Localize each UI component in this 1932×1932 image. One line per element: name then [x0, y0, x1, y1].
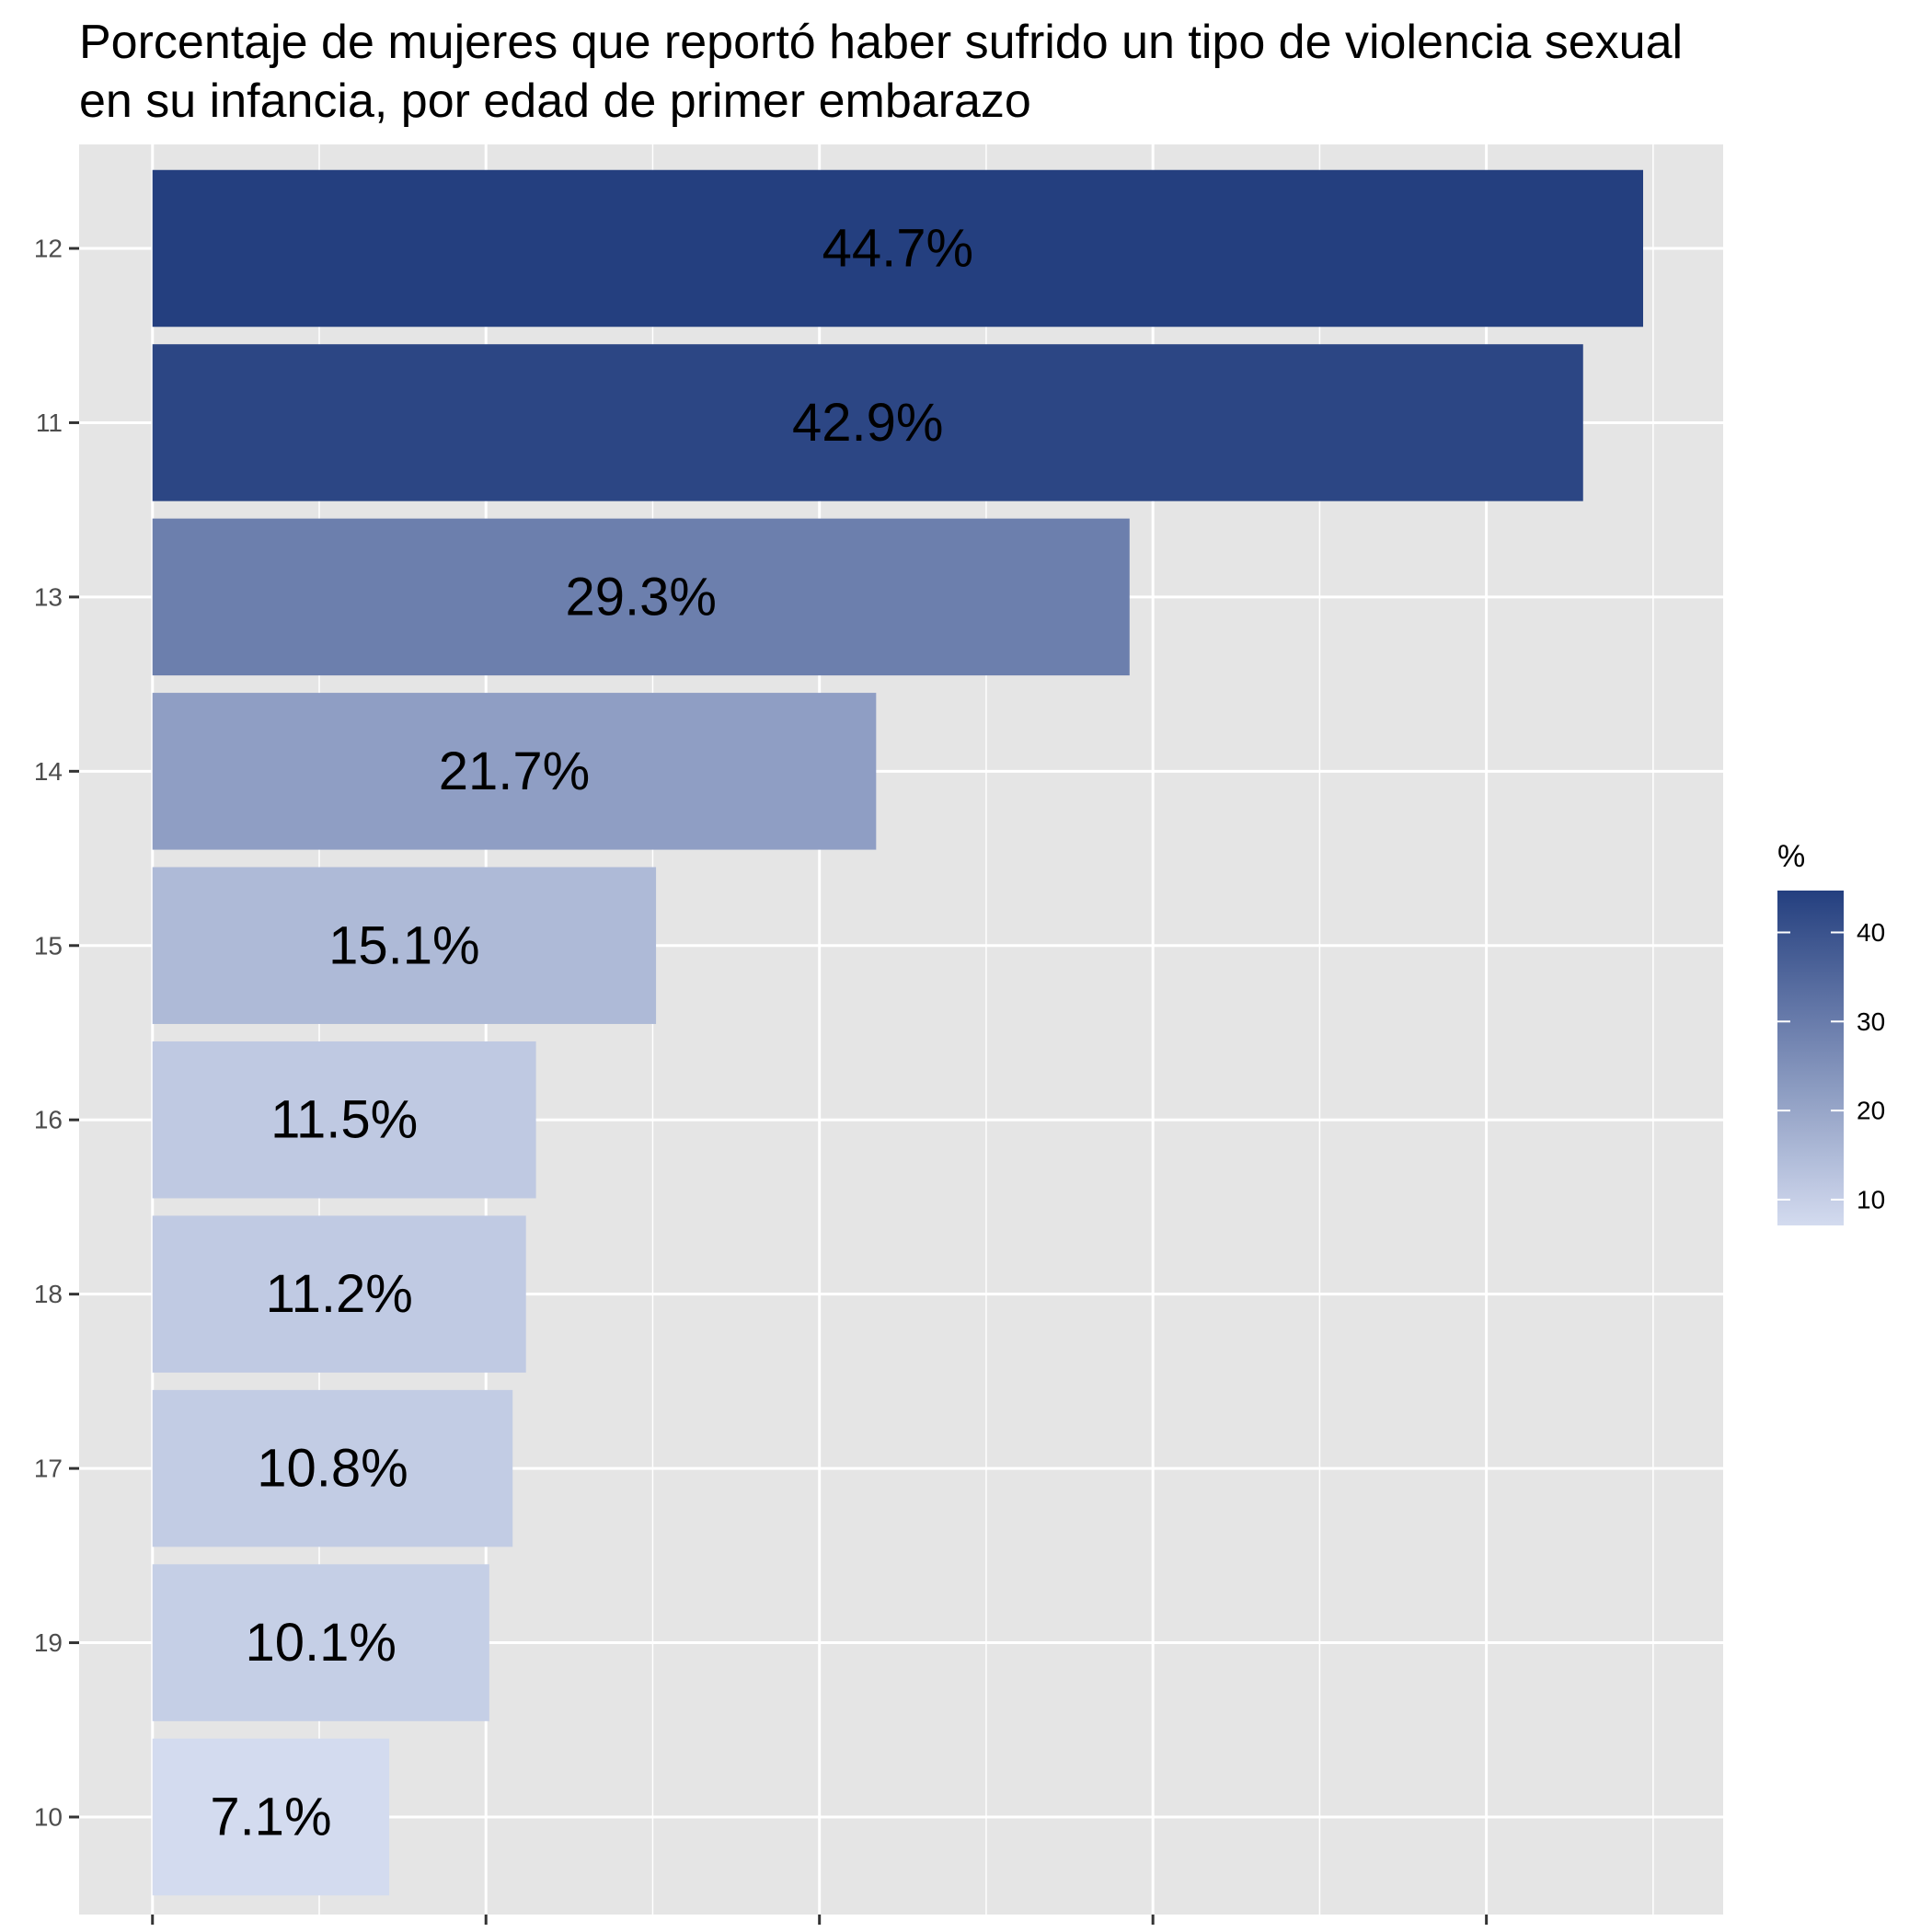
- bar-value-label: 21.7%: [439, 742, 590, 801]
- bar-value-label: 10.8%: [257, 1439, 408, 1499]
- bar-value-label: 11.5%: [270, 1090, 418, 1150]
- y-tick-label: 15: [34, 931, 63, 960]
- bar-value-label: 11.2%: [266, 1264, 413, 1324]
- bar-value-label: 29.3%: [566, 567, 717, 627]
- chart-title-line-1: Porcentaje de mujeres que reportó haber …: [79, 16, 1684, 69]
- legend-tick-label: 10: [1857, 1185, 1885, 1213]
- bar-value-label: 42.9%: [792, 393, 943, 453]
- legend-title: %: [1777, 839, 1805, 874]
- y-tick-label: 17: [34, 1455, 63, 1483]
- legend-tick-label: 30: [1857, 1007, 1885, 1036]
- bar: [152, 518, 1130, 676]
- bar: [152, 1041, 536, 1199]
- bar: [152, 344, 1583, 501]
- bar: [152, 169, 1644, 328]
- y-tick-label: 13: [34, 582, 63, 611]
- y-tick-label: 16: [34, 1106, 63, 1134]
- y-tick-label: 10: [34, 1803, 63, 1832]
- chart-title-line-2: en su infancia, por edad de primer embar…: [79, 75, 1031, 128]
- bar-value-label: 44.7%: [822, 219, 973, 279]
- y-tick-label: 11: [36, 408, 63, 437]
- chart-title: Porcentaje de mujeres que reportó haber …: [79, 13, 1901, 131]
- bar: [152, 1389, 513, 1547]
- bar: [152, 1215, 526, 1373]
- bar: [152, 693, 877, 850]
- y-tick-label: 14: [34, 757, 63, 786]
- bar-value-label: 15.1%: [328, 915, 479, 975]
- bar-value-label: 7.1%: [210, 1788, 331, 1847]
- y-tick-label: 19: [34, 1628, 63, 1657]
- bar-value-label: 10.1%: [246, 1613, 397, 1673]
- legend-tick-label: 40: [1857, 918, 1885, 947]
- legend-colorbar: [1777, 891, 1844, 1225]
- y-tick-label: 18: [34, 1280, 63, 1308]
- legend-tick-label: 20: [1857, 1097, 1885, 1125]
- bar: [152, 867, 657, 1025]
- bar: [152, 1564, 489, 1721]
- bar: [152, 1738, 390, 1896]
- y-tick-label: 12: [34, 235, 63, 263]
